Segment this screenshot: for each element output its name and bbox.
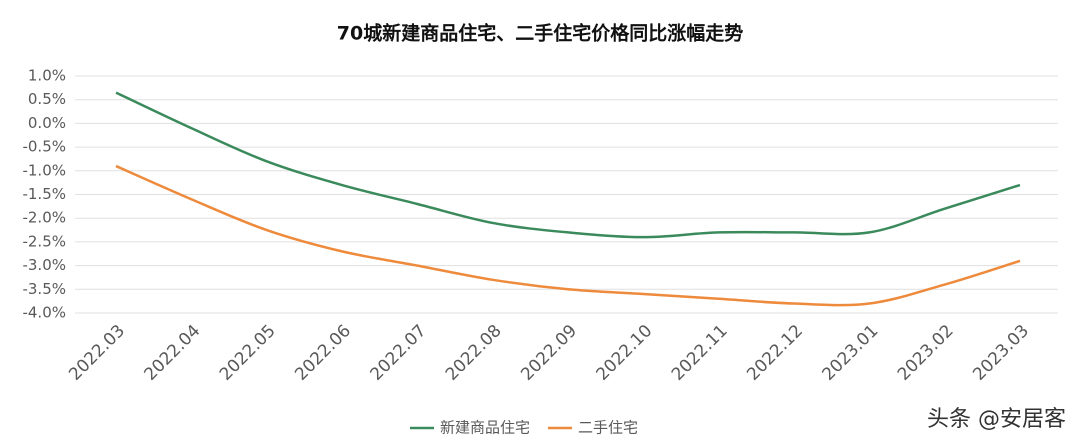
x-tick-label: 2022.05	[216, 321, 280, 385]
series-line	[115, 164, 1021, 307]
legend-label: 二手住宅	[578, 419, 638, 437]
series-line	[115, 91, 1021, 239]
x-tick-label: 2022.06	[291, 321, 355, 385]
y-tick-label: -3.0%	[22, 256, 66, 274]
y-tick-label: 1.0%	[28, 67, 66, 85]
y-tick-label: -2.5%	[22, 232, 66, 250]
y-tick-label: -1.0%	[22, 161, 66, 179]
y-tick-label: 0.0%	[28, 114, 66, 132]
x-tick-label: 2022.03	[65, 321, 129, 385]
x-tick-label: 2022.11	[668, 321, 732, 385]
x-tick-label: 2022.08	[442, 321, 506, 385]
x-tick-label: 2022.04	[141, 321, 205, 385]
y-tick-label: -0.5%	[22, 138, 66, 156]
y-tick-label: -3.5%	[22, 280, 66, 298]
x-tick-label: 2022.09	[517, 321, 581, 385]
y-tick-label: -1.5%	[22, 185, 66, 203]
x-tick-label: 2023.02	[894, 321, 958, 385]
y-tick-label: -4.0%	[22, 304, 66, 322]
x-tick-label: 2023.01	[819, 321, 883, 385]
legend-label: 新建商品住宅	[440, 419, 530, 437]
x-tick-label: 2023.03	[969, 321, 1033, 385]
watermark: 头条 @安居客	[927, 407, 1066, 432]
chart-title: 70城新建商品住宅、二手住宅价格同比涨幅走势	[337, 22, 743, 45]
y-tick-label: 0.5%	[28, 90, 66, 108]
y-tick-label: -2.0%	[22, 209, 66, 227]
x-tick-label: 2022.07	[367, 321, 431, 385]
x-tick-label: 2022.10	[593, 321, 657, 385]
x-tick-label: 2022.12	[743, 321, 807, 385]
